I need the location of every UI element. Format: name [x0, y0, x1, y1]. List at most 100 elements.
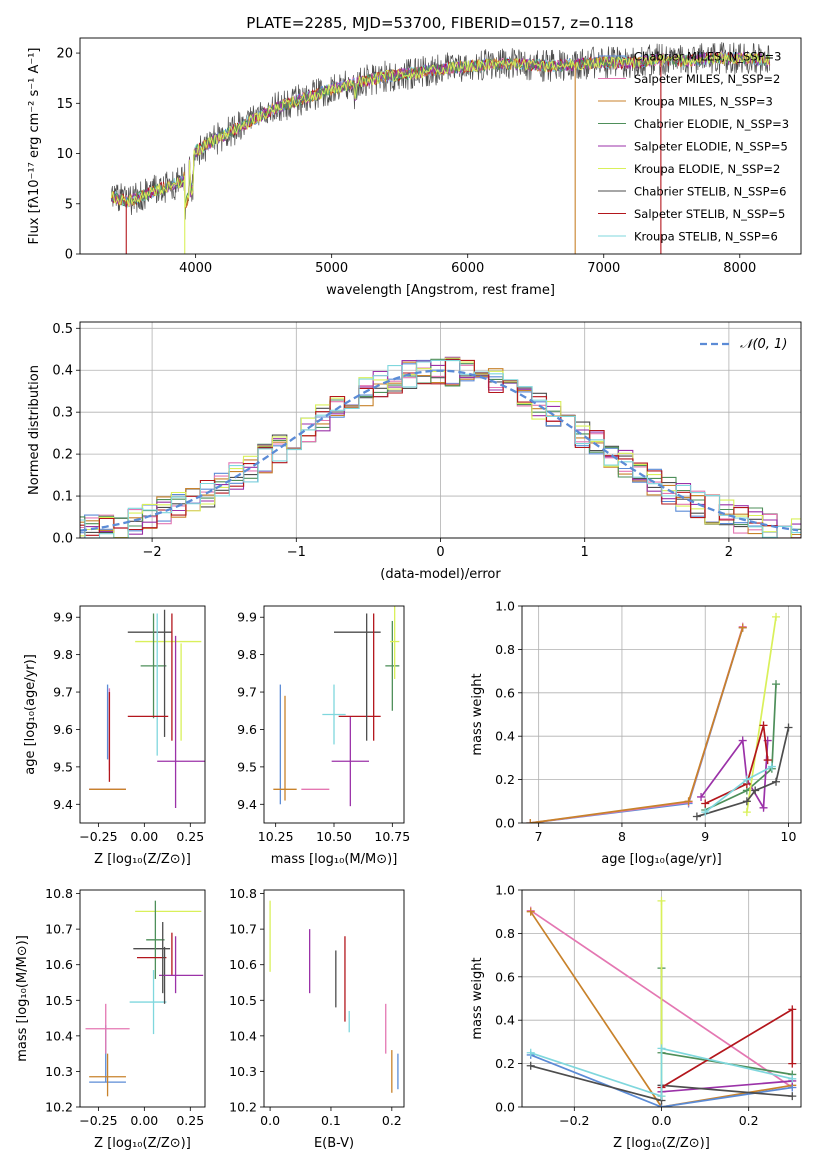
mass-weight-marker	[763, 756, 772, 765]
y-tick-label: 10.6	[45, 957, 73, 972]
legend-label: Salpeter ELODIE, N_SSP=5	[634, 140, 788, 154]
mass_weight_vs_age-plot-area	[526, 612, 793, 823]
y-tick-label: 9.7	[53, 685, 73, 700]
y-tick-label: 10.6	[229, 957, 257, 972]
x-tick-label: 7000	[587, 261, 620, 276]
mass-weight-line	[661, 1080, 793, 1093]
mass-weight-line	[530, 627, 744, 823]
residual-histogram	[80, 359, 801, 538]
mass-weight-marker	[701, 808, 710, 817]
mass-weight-marker	[751, 786, 760, 795]
x-tick-label: 2	[725, 545, 733, 560]
y-axis-label: mass [log₁₀(M/M⊙)]	[15, 935, 30, 1062]
x-tick-label: 9	[701, 829, 709, 844]
y-tick-label: 10.3	[229, 1064, 257, 1079]
mass-weight-marker	[772, 777, 781, 786]
mass_vs_Z-frame	[79, 889, 206, 1108]
residual-histogram	[80, 361, 801, 538]
x-tick-label: 10.25	[258, 829, 294, 844]
y-tick-label: 10.3	[45, 1064, 73, 1079]
x-tick-label: 0.0	[260, 1113, 280, 1128]
y-tick-label: 9.8	[53, 647, 73, 662]
x-tick-label: 0.2	[739, 1113, 759, 1128]
legend-label: Chabrier STELIB, N_SSP=6	[634, 185, 786, 199]
y-tick-label: 0.0	[495, 816, 515, 831]
mass-weight-marker	[701, 799, 710, 808]
y-tick-label: 10.5	[45, 993, 73, 1008]
x-axis-label: age [log₁₀(age/yr)]	[601, 852, 722, 867]
y-tick-label: 0.3	[52, 406, 73, 421]
y-tick-label: 0.4	[495, 729, 515, 744]
mass-weight-marker	[526, 1061, 535, 1070]
mass-weight-marker	[657, 1092, 666, 1101]
x-axis-label: wavelength [Angstrom, rest frame]	[326, 283, 555, 298]
y-tick-label: 0.2	[52, 448, 73, 463]
x-tick-label: −0.25	[79, 829, 117, 844]
mass-weight-marker	[526, 1048, 535, 1057]
legend-label: Chabrier MILES, N_SSP=3	[634, 50, 781, 64]
mass-weight-marker	[767, 762, 776, 771]
y-tick-label: 10.2	[45, 1100, 73, 1115]
mass-weight-marker	[772, 612, 781, 621]
mass_weight_vs_age-axes: 7 8 9 10 0.0 0.2 0.4 0.6 0.8 1.0	[495, 599, 801, 844]
y-tick-label: 9.9	[237, 610, 257, 625]
x-tick-label: 6000	[451, 261, 484, 276]
mass-weight-marker	[742, 808, 751, 817]
mass_weight_vs_Z-plot-area	[526, 896, 797, 1107]
y-tick-label: 0	[65, 248, 73, 263]
mass-weight-line	[704, 684, 777, 811]
error-bar-point	[322, 684, 346, 745]
age_vs_mass-axes: 10.25 10.50 10.75 9.4 9.5 9.6 9.7 9.8 9.9	[237, 610, 410, 844]
legend-label: Kroupa MILES, N_SSP=3	[634, 95, 773, 109]
y-tick-label: 0.0	[52, 532, 73, 547]
y-tick-label: 0.6	[495, 969, 515, 984]
mass_vs_EBV-plot-area	[269, 900, 399, 1093]
mass-weight-line	[530, 626, 744, 823]
y-tick-label: 0.4	[52, 364, 73, 379]
residual-histogram	[80, 359, 801, 538]
y-tick-label: 1.0	[495, 599, 515, 614]
mass-weight-line	[661, 1007, 794, 1089]
x-tick-label: 10.50	[316, 829, 352, 844]
x-tick-label: 5000	[315, 261, 348, 276]
y-tick-label: 0.5	[52, 322, 73, 337]
mass-weight-marker	[684, 797, 693, 806]
mass-weight-marker	[738, 736, 747, 745]
mass-weight-marker	[759, 803, 768, 812]
legend-label: Salpeter STELIB, N_SSP=5	[634, 207, 785, 221]
mass-weight-marker	[657, 896, 666, 905]
x-tick-label: −1	[287, 545, 306, 560]
error-bar-point	[146, 900, 165, 979]
x-tick-label: 0.25	[176, 829, 204, 844]
x-tick-label: 0.25	[176, 1113, 204, 1128]
x-tick-label: 7	[535, 829, 543, 844]
mass-weight-marker	[697, 792, 706, 801]
x-tick-label: −2	[143, 545, 162, 560]
gaussian-curve	[80, 369, 799, 532]
x-tick-label: 8	[618, 829, 626, 844]
x-tick-label: 0.0	[652, 1113, 672, 1128]
x-axis-label: Z [log₁₀(Z/Z⊙)]	[94, 852, 191, 867]
y-tick-label: 10.4	[45, 1028, 73, 1043]
y-axis-label: age [log₁₀(age/yr)]	[23, 654, 38, 775]
age_vs_Z-frame	[79, 605, 206, 824]
y-axis-label: Normed distribution	[27, 365, 42, 495]
mass_vs_Z-plot-area	[85, 900, 204, 1097]
mass-weight-marker	[692, 812, 701, 821]
y-tick-label: 9.9	[53, 610, 73, 625]
y-tick-label: 10	[56, 147, 73, 162]
y-tick-label: 10.5	[229, 993, 257, 1008]
residuals-plot-area	[80, 356, 801, 538]
mass-weight-line	[530, 627, 744, 823]
y-tick-label: 10.7	[45, 922, 73, 937]
y-tick-label: 10.2	[229, 1100, 257, 1115]
x-tick-label: 0.00	[130, 1113, 158, 1128]
mass_vs_EBV-axes: 0.0 0.1 0.2 10.2 10.3 10.4 10.5 10.6 10.7 10.8	[229, 886, 402, 1128]
y-tick-label: 10.4	[229, 1028, 257, 1043]
x-tick-label: 10.75	[374, 829, 410, 844]
spectrum-frame	[79, 37, 802, 255]
mass-weight-marker	[772, 680, 781, 689]
y-tick-label: 10.8	[45, 886, 73, 901]
mass-weight-marker	[657, 1044, 666, 1053]
